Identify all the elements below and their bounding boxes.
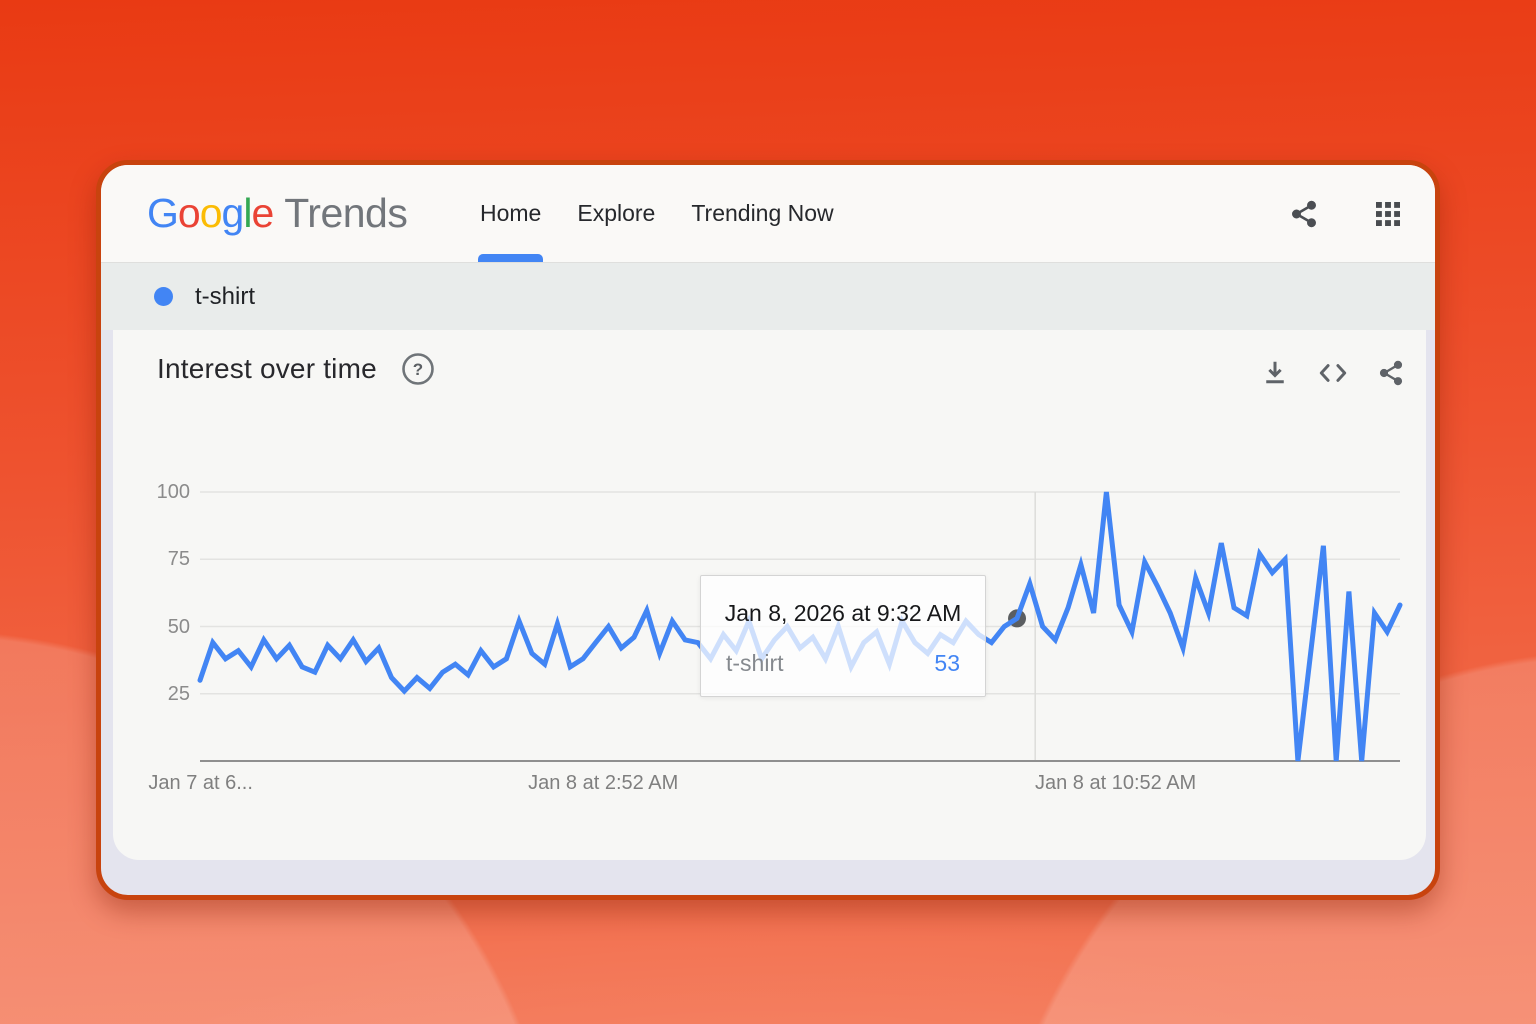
share-icon-glyph: [1292, 200, 1316, 227]
search-term: t-shirt: [195, 282, 255, 310]
logo-letter: e: [251, 190, 274, 236]
x-axis-tick: Jan 8 at 2:52 AM: [528, 772, 679, 794]
search-term-bar[interactable]: t-shirt: [101, 262, 1435, 330]
trends-logo-text: Trends: [284, 190, 408, 236]
tooltip-series-label: t-shirt: [726, 650, 784, 676]
y-axis-tick: 25: [167, 682, 190, 705]
x-axis-tick: Jan 7 at 6...: [148, 772, 253, 794]
help-icon[interactable]: ?: [401, 352, 435, 386]
svg-text:?: ?: [413, 360, 423, 379]
apps-grid-icon[interactable]: [1371, 197, 1405, 231]
share-icon[interactable]: [1287, 197, 1321, 231]
app-header: Google Trends Home Explore Trending Now: [101, 165, 1435, 262]
logo-letter: l: [243, 190, 252, 236]
nav-item-trending-now[interactable]: Trending Now: [691, 200, 834, 226]
logo-letter: G: [147, 190, 179, 236]
main-nav: Home Explore Trending Now: [477, 165, 834, 262]
google-trends-logo[interactable]: Google Trends: [147, 165, 408, 262]
section-head: Interest over time ?: [157, 352, 435, 386]
logo-letter: g: [221, 190, 245, 236]
nav-item-home[interactable]: Home: [477, 165, 544, 262]
question-mark-glyph: ?: [402, 353, 434, 385]
apps-grid-glyph: [1376, 201, 1400, 226]
header-icons: [1287, 165, 1405, 262]
logo-letter: o: [177, 190, 201, 236]
series-color-dot-icon: [154, 287, 173, 306]
chart-actions: [1258, 356, 1408, 390]
tooltip-row: t-shirt 53: [726, 650, 960, 677]
nav-item-explore[interactable]: Explore: [577, 200, 656, 226]
chart-tooltip: Jan 8, 2026 at 9:32 AM t-shirt 53: [700, 575, 986, 697]
embed-code-glyph: [1319, 364, 1347, 382]
section-title: Interest over time: [157, 353, 377, 384]
tooltip-timestamp: Jan 8, 2026 at 9:32 AM: [724, 600, 962, 626]
x-axis-tick: Jan 8 at 10:52 AM: [1034, 772, 1197, 794]
browser-card: Google Trends Home Explore Trending Now: [96, 160, 1440, 900]
embed-code-icon[interactable]: [1316, 356, 1350, 390]
google-logo-letters: Google: [147, 190, 274, 237]
download-icon[interactable]: [1258, 356, 1292, 390]
tooltip-value: 53: [934, 650, 960, 676]
y-axis-tick: 75: [167, 548, 190, 571]
download-glyph: [1266, 361, 1284, 384]
y-axis-tick: 50: [167, 615, 190, 638]
interest-over-time-panel: Interest over time ?: [113, 330, 1426, 860]
share-icon[interactable]: [1374, 356, 1408, 390]
y-axis-tick: 100: [156, 481, 190, 503]
logo-letter: o: [199, 190, 223, 236]
share-glyph: [1379, 360, 1403, 386]
